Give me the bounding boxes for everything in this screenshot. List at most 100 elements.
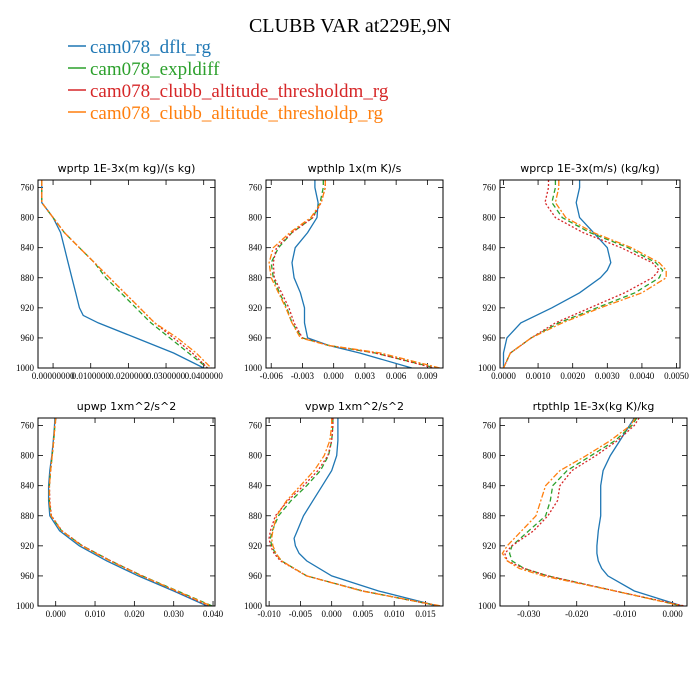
- x-tick-label: -0.010: [258, 609, 282, 619]
- y-tick-label: 1000: [16, 363, 35, 373]
- y-tick-label: 800: [21, 451, 35, 461]
- y-tick-label: 920: [483, 541, 497, 551]
- legend-label-thresholdm: cam078_clubb_altitude_thresholdm_rg: [90, 81, 389, 102]
- x-tick-label: 0.0400000: [185, 371, 224, 381]
- y-tick-label: 760: [483, 183, 497, 193]
- legend-item-thresholdm: cam078_clubb_altitude_thresholdm_rg: [68, 81, 389, 102]
- panel-title: wpthlp 1x(m K)/s: [308, 162, 402, 175]
- panel-1: wprtp 1E-3x(m kg)/(s kg) 760 800 840 880 920 9…: [16, 162, 223, 381]
- panel-title: wprcp 1E-3x(m/s) (kg/kg): [520, 162, 659, 175]
- y-tick-label: 960: [21, 333, 35, 343]
- y-tick-label: 840: [249, 481, 263, 491]
- x-tick-label: 0.030: [164, 609, 185, 619]
- y-tick-label: 880: [21, 511, 35, 521]
- series-line-2: [41, 180, 208, 368]
- series-line-3: [272, 180, 434, 368]
- plot-frame: [499, 417, 688, 607]
- x-tick-label: 0.0040: [630, 371, 655, 381]
- y-tick-label: 1000: [244, 363, 263, 373]
- x-tick-label: -0.003: [291, 371, 315, 381]
- x-tick-label: -0.005: [289, 609, 313, 619]
- y-tick-label: 800: [483, 451, 497, 461]
- y-tick-label: 760: [483, 421, 497, 431]
- y-tick-label: 880: [483, 273, 497, 283]
- plot-frame: [265, 417, 444, 607]
- x-tick-label: 0.020: [124, 609, 145, 619]
- x-tick-label: 0.0010: [526, 371, 551, 381]
- x-tick-label: 0.000: [322, 609, 343, 619]
- series-line-1: [293, 418, 439, 606]
- series-line-1: [596, 418, 683, 606]
- series-line-4: [270, 418, 442, 606]
- x-tick-label: -0.030: [517, 609, 541, 619]
- legend-label-thresholdp: cam078_clubb_altitude_thresholdp_rg: [90, 103, 384, 124]
- x-tick-label: 0.006: [386, 371, 407, 381]
- y-tick-label: 920: [249, 303, 263, 313]
- x-tick-label: 0.0000: [491, 371, 516, 381]
- y-tick-label: 800: [249, 213, 263, 223]
- x-tick-label: 0.000: [662, 609, 683, 619]
- x-tick-label: 0.0030: [595, 371, 620, 381]
- panel-3: wprcp 1E-3x(m/s) (kg/kg) 760 800 840 880 920 9…: [478, 162, 689, 381]
- y-tick-label: 760: [21, 421, 35, 431]
- series-line-2: [269, 418, 440, 606]
- y-tick-label: 920: [249, 541, 263, 551]
- x-tick-label: 0.010: [384, 609, 405, 619]
- y-tick-label: 960: [483, 333, 497, 343]
- x-tick-label: 0.0300000: [147, 371, 186, 381]
- legend-item-expldiff: cam078_expldiff: [68, 59, 220, 80]
- plot-frame: [265, 179, 444, 369]
- series-line-4: [268, 180, 441, 368]
- series-line-3: [48, 418, 210, 606]
- x-tick-label: 0.015: [415, 609, 436, 619]
- panel-2: wpthlp 1x(m K)/s7608008408809209601000-0…: [244, 162, 444, 381]
- legend-item-thresholdp: cam078_clubb_altitude_thresholdp_rg: [68, 103, 384, 124]
- series-line-4: [48, 418, 212, 606]
- series-line-2: [508, 418, 683, 606]
- series-line-3: [502, 180, 661, 368]
- plot-frame: [499, 179, 681, 369]
- y-tick-label: 880: [483, 511, 497, 521]
- y-tick-label: 760: [249, 421, 263, 431]
- panel-6: rtpthlp 1E-3x(kg K)/kg 760 800 840 880 920 960…: [478, 400, 688, 619]
- plot-frame: [37, 179, 216, 369]
- x-tick-label: 0.000: [324, 371, 345, 381]
- figure-title: CLUBB VAR at229E,9N: [249, 15, 451, 37]
- y-tick-label: 920: [21, 541, 35, 551]
- panel-title: rtpthlp 1E-3x(kg K)/kg: [533, 400, 655, 413]
- series-line-3: [268, 418, 440, 606]
- series-line-4: [41, 180, 212, 368]
- x-tick-label: 0.0020: [560, 371, 585, 381]
- series-line-4: [501, 418, 683, 606]
- panel-title: vpwp 1xm^2/s^2: [305, 400, 404, 413]
- y-tick-label: 960: [249, 571, 263, 581]
- panel-title: wprtp 1E-3x(m kg)/(s kg): [58, 162, 196, 175]
- series-line-4: [502, 180, 667, 368]
- y-tick-label: 800: [483, 213, 497, 223]
- y-tick-label: 1000: [478, 363, 497, 373]
- y-tick-label: 960: [483, 571, 497, 581]
- y-tick-label: 840: [21, 243, 35, 253]
- series-line-2: [270, 180, 436, 368]
- series-line-2: [502, 180, 664, 368]
- legend-label-expldiff: cam078_expldiff: [90, 59, 220, 80]
- y-tick-label: 840: [483, 243, 497, 253]
- y-tick-label: 880: [249, 511, 263, 521]
- series-line-3: [504, 418, 685, 606]
- series-line-2: [48, 418, 213, 606]
- x-tick-label: 0.009: [417, 371, 438, 381]
- panel-title: upwp 1xm^2/s^2: [77, 400, 177, 413]
- x-tick-label: -0.006: [260, 371, 284, 381]
- y-tick-label: 960: [21, 571, 35, 581]
- y-tick-label: 1000: [244, 601, 263, 611]
- y-tick-label: 880: [21, 273, 35, 283]
- x-tick-label: 0.0050: [664, 371, 689, 381]
- panel-4: upwp 1xm^2/s^2 760 800 840 880 920 960 1000 0.00…: [16, 400, 224, 619]
- plot-frame: [37, 417, 216, 607]
- panels-group: wprtp 1E-3x(m kg)/(s kg) 760 800 840 880 920 9…: [16, 162, 689, 619]
- x-tick-label: 0.005: [353, 609, 374, 619]
- x-tick-label: 0.0100000: [72, 371, 111, 381]
- x-tick-label: 0.0200000: [109, 371, 148, 381]
- y-tick-label: 800: [249, 451, 263, 461]
